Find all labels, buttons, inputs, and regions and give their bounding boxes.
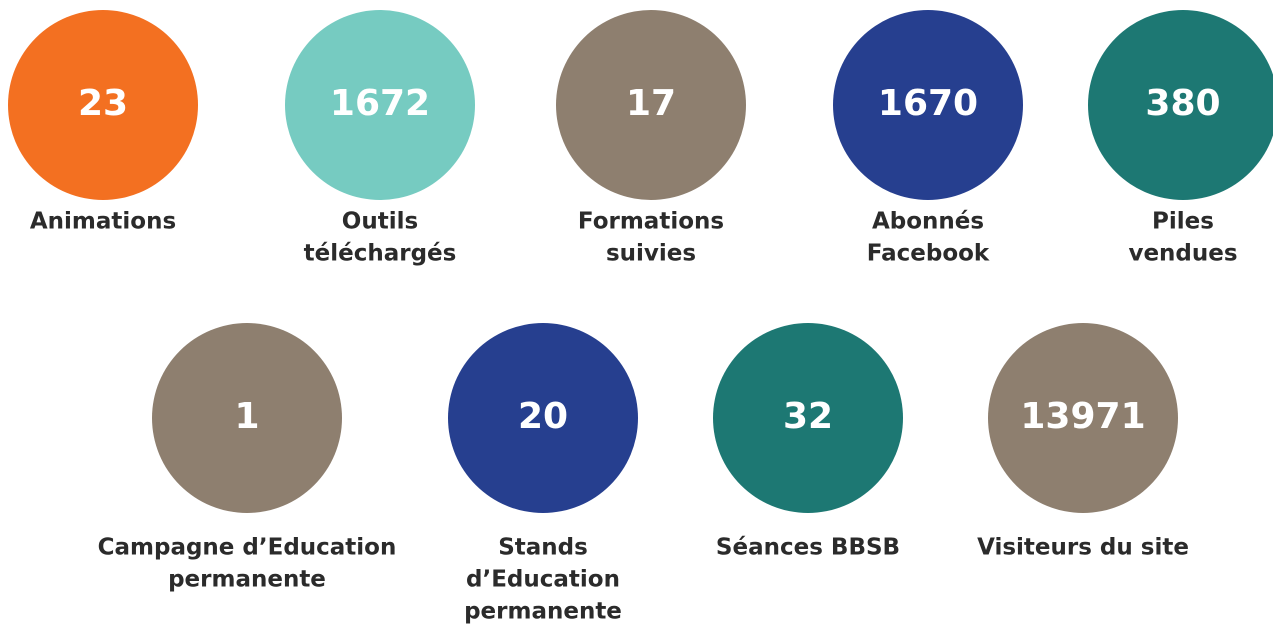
stat-label: Piles [1152, 209, 1214, 235]
stat-label: vendues [1128, 241, 1237, 267]
stat-value: 20 [518, 396, 568, 437]
stat-value: 1 [234, 396, 259, 437]
stat-value: 13971 [1020, 396, 1145, 437]
stat-label: Formations [578, 209, 724, 235]
stat-label: Séances BBSB [716, 535, 900, 561]
stat-circle [152, 323, 342, 513]
stat-label: Stands [498, 535, 588, 561]
stat-value: 23 [78, 83, 128, 124]
stat-label: d’Education [466, 567, 620, 593]
stat-label: permanente [168, 567, 326, 593]
stat-value: 32 [783, 396, 833, 437]
stat-label: Visiteurs du site [977, 535, 1189, 561]
stat-value: 1672 [330, 83, 430, 124]
stat-value: 17 [626, 83, 676, 124]
stat-label: suivies [606, 241, 696, 267]
stat-label: Animations [30, 209, 176, 235]
stat-circle [8, 10, 198, 200]
stat-circle [833, 10, 1023, 200]
stat-label: Facebook [867, 241, 990, 267]
stat-label: Outils [342, 209, 418, 235]
stat-circle [713, 323, 903, 513]
stat-circle [556, 10, 746, 200]
stat-circle [285, 10, 475, 200]
stat-value: 380 [1145, 83, 1220, 124]
stat-circle [448, 323, 638, 513]
stat-label: téléchargés [304, 241, 457, 267]
stat-circle [988, 323, 1178, 513]
stat-label: Abonnés [872, 209, 984, 235]
stat-label: Campagne d’Education [98, 535, 397, 561]
stat-circle [1088, 10, 1273, 200]
stat-value: 1670 [878, 83, 978, 124]
stat-label: permanente [464, 599, 622, 625]
